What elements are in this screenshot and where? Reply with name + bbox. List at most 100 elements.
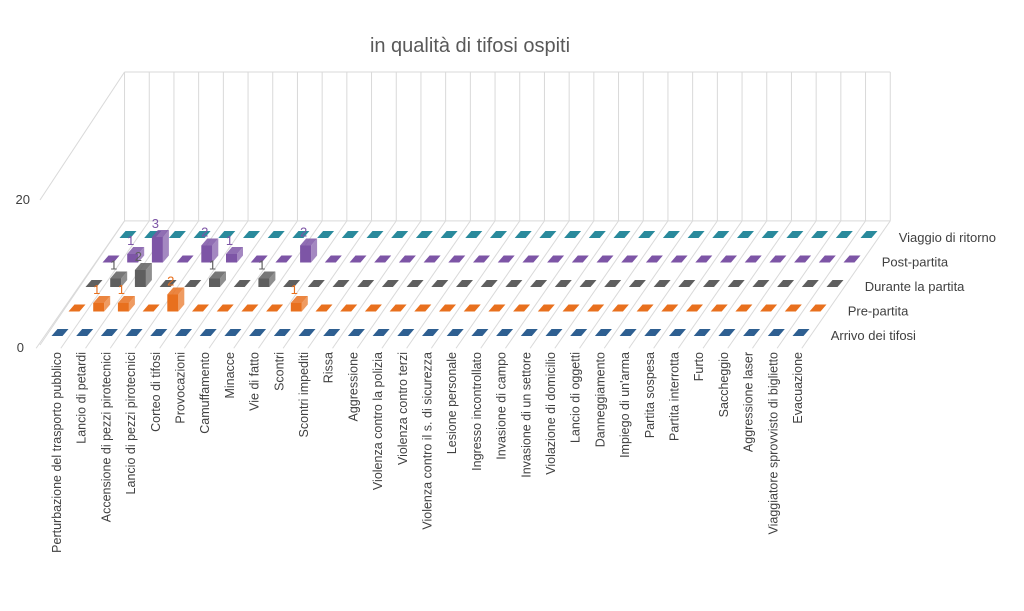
bar-marker	[224, 329, 242, 336]
series-label: Durante la partita	[865, 279, 965, 294]
bar-pre-partita	[241, 304, 259, 312]
bar-marker	[571, 255, 589, 263]
category-label: Violazione di domicilio	[544, 352, 558, 475]
bar-durante-la-partita	[505, 280, 523, 287]
bar-marker	[292, 231, 310, 238]
bar-marker	[760, 304, 778, 312]
bar-marker	[703, 280, 720, 287]
floor-gridline	[579, 220, 669, 349]
bar-durante-la-partita	[554, 280, 572, 287]
floor-gridline	[776, 220, 866, 349]
bar-top	[134, 263, 152, 270]
bar-post-partita	[769, 255, 787, 263]
bar-pre-partita	[562, 304, 580, 312]
bar-side	[178, 287, 185, 312]
floor-gridline	[109, 220, 200, 349]
category-label: Perturbazione del trasporto pubblico	[50, 352, 64, 553]
data-label: 2	[167, 274, 174, 289]
bar-marker	[662, 231, 680, 238]
bar-pre-partita	[636, 304, 654, 312]
bar-marker	[439, 304, 456, 312]
bar-marker	[530, 280, 548, 287]
bar-marker	[100, 329, 118, 336]
bar-marker	[860, 231, 878, 238]
bar-side	[162, 230, 169, 263]
bar-pre-partita: 1	[291, 282, 308, 312]
bar-side	[121, 271, 128, 287]
bar-marker	[537, 304, 555, 312]
bar-marker	[415, 231, 433, 238]
bar-marker	[406, 280, 424, 287]
bar-pre-partita	[784, 304, 802, 312]
bar-viaggio-di-ritorno	[391, 231, 409, 238]
bar-marker	[422, 329, 439, 336]
bar-marker	[480, 280, 498, 287]
bar-arrivo-dei-tifosi	[51, 329, 69, 336]
bar-marker	[340, 304, 358, 312]
bar-marker	[611, 304, 629, 312]
bar-pre-partita	[587, 304, 605, 312]
bar-marker	[695, 255, 713, 263]
bar-marker	[125, 329, 143, 336]
bar-viaggio-di-ritorno	[588, 231, 606, 238]
bar-durante-la-partita	[332, 280, 350, 287]
category-label: Invasione di un settore	[519, 352, 533, 478]
bar-marker	[76, 329, 94, 336]
bar-viaggio-di-ritorno	[786, 231, 804, 238]
category-label: Violenza contro terzi	[396, 352, 410, 465]
bar-marker	[374, 255, 392, 263]
floor-gridline	[356, 220, 447, 349]
floor-gridline	[801, 220, 891, 349]
y-tick-label: 20	[16, 192, 30, 207]
floor-gridline	[406, 220, 496, 349]
bar-marker	[613, 231, 631, 238]
bar-marker	[431, 280, 449, 287]
bar-marker	[562, 304, 580, 312]
bar-marker	[448, 255, 466, 263]
bar-marker	[514, 231, 532, 238]
bar-marker	[596, 255, 614, 263]
bar-post-partita	[398, 255, 416, 263]
bar-post-partita	[818, 255, 836, 263]
bar-arrivo-dei-tifosi	[125, 329, 143, 336]
category-label: Viaggiatore sprovvisto di biglietto	[766, 352, 780, 535]
category-label: Camuffamento	[198, 352, 212, 434]
bar-post-partita	[720, 255, 737, 263]
bar-marker	[505, 280, 523, 287]
category-label: Minacce	[223, 352, 237, 399]
data-label: 2	[300, 225, 307, 240]
bar-marker	[497, 255, 515, 263]
floor-gridline	[628, 220, 718, 349]
floor-gridline	[529, 220, 619, 349]
bar-marker	[579, 280, 597, 287]
bar-marker	[324, 255, 342, 263]
bar-arrivo-dei-tifosi	[273, 329, 291, 336]
category-label: Aggressione	[346, 352, 360, 422]
bar-marker	[644, 329, 662, 336]
bar-pre-partita: 1	[118, 282, 135, 312]
bar-marker	[372, 329, 390, 336]
bar-front	[300, 245, 312, 263]
bar-pre-partita	[735, 304, 753, 312]
bar-durante-la-partita	[678, 280, 696, 287]
bar-viaggio-di-ritorno	[835, 231, 853, 238]
floor-gridline	[554, 220, 644, 349]
bar-marker	[835, 231, 853, 238]
bar-viaggio-di-ritorno	[267, 231, 285, 238]
category-label: Partita interrotta	[668, 352, 682, 441]
bar-front	[201, 245, 213, 263]
floor-gridline	[455, 220, 545, 349]
bar-marker	[241, 304, 259, 312]
bar-pre-partita	[710, 304, 728, 312]
bar-arrivo-dei-tifosi	[644, 329, 662, 336]
bar-viaggio-di-ritorno	[119, 231, 137, 238]
bar-marker	[267, 231, 285, 238]
category-label: Violenza contro la polizia	[371, 352, 385, 490]
data-label: 2	[201, 225, 208, 240]
bar-front	[151, 237, 163, 263]
bar-marker	[175, 329, 192, 336]
bar-marker	[398, 255, 416, 263]
bar-post-partita	[571, 255, 589, 263]
bar-durante-la-partita	[233, 280, 251, 287]
bar-pre-partita	[364, 304, 382, 312]
